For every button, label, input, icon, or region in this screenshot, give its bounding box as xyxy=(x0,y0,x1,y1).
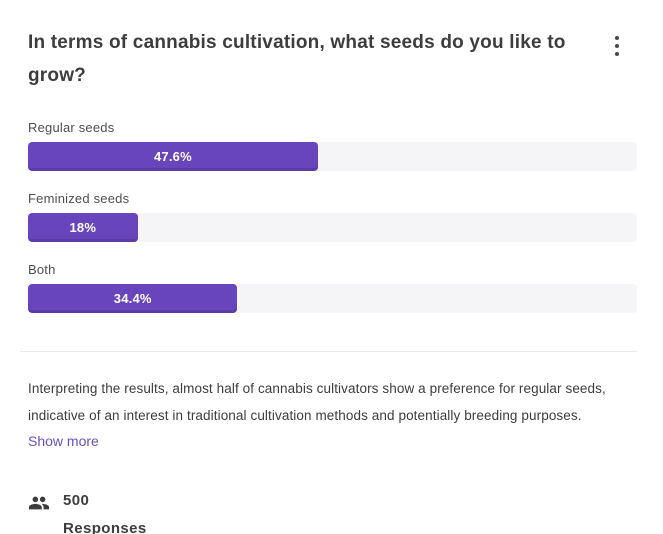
kebab-dot xyxy=(615,44,619,48)
responses-label: Responses xyxy=(63,520,147,534)
bar-track: 47.6% xyxy=(28,142,637,171)
bar-fill: 34.4% xyxy=(28,284,238,313)
bar-label: Both xyxy=(28,262,56,277)
kebab-dot xyxy=(615,36,619,40)
bar-fill: 47.6% xyxy=(28,142,318,171)
card-header: In terms of cannabis cultivation, what s… xyxy=(28,26,637,92)
bar-label: Regular seeds xyxy=(28,120,115,135)
bar-value-label: 18% xyxy=(69,220,97,235)
question-title: In terms of cannabis cultivation, what s… xyxy=(28,32,566,86)
bar-value-label: 47.6% xyxy=(154,149,192,164)
bar-chart: Regular seeds 47.6% Feminized seeds 18% … xyxy=(28,120,637,313)
kebab-dot xyxy=(615,52,619,56)
responses-info: 500 Responses xyxy=(63,491,147,534)
bar-group-feminized-seeds: Feminized seeds 18% xyxy=(28,191,637,242)
responses-count: 500 xyxy=(63,492,90,509)
bar-group-both: Both 34.4% xyxy=(28,262,637,313)
bar-track: 18% xyxy=(28,213,637,242)
bar-value-label: 34.4% xyxy=(113,291,152,306)
kebab-menu-icon[interactable] xyxy=(605,32,629,60)
summary-text: Interpreting the results, almost half of… xyxy=(28,381,606,423)
responses-footer: 500 Responses xyxy=(28,491,637,534)
bar-label: Feminized seeds xyxy=(28,191,130,206)
show-more-link[interactable]: Show more xyxy=(28,433,99,449)
summary-section: Interpreting the results, almost half of… xyxy=(28,375,637,451)
bar-track: 34.4% xyxy=(28,284,637,313)
people-icon xyxy=(28,492,50,514)
bar-fill: 18% xyxy=(28,213,138,242)
divider xyxy=(20,351,637,352)
bar-group-regular-seeds: Regular seeds 47.6% xyxy=(28,120,637,171)
